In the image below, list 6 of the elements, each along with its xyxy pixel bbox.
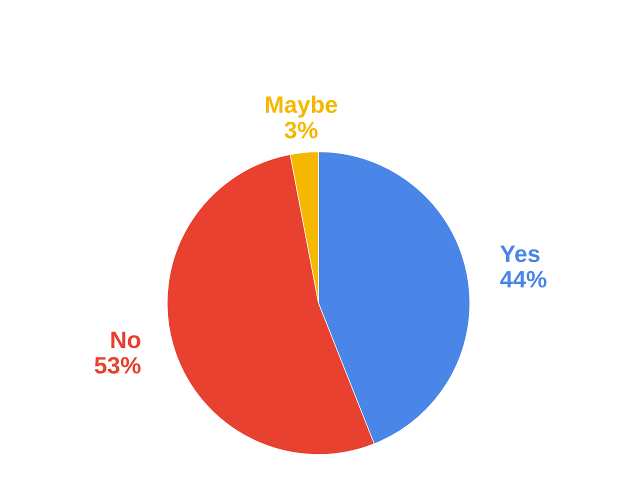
slice-label: Yes [500,246,540,262]
data-label: 53% [94,356,141,374]
data-label: 3% [284,122,318,138]
data-label: 44% [500,270,546,288]
slice-label: Maybe [266,96,338,118]
slice-label: No [111,332,140,348]
